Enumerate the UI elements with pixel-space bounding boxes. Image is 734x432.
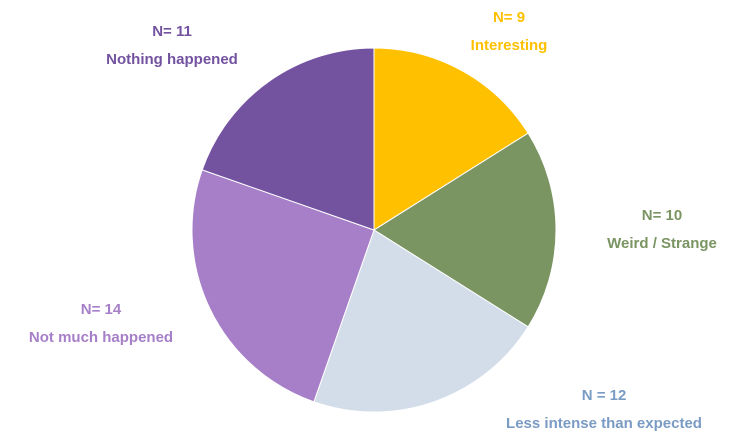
pie-slice <box>373 132 557 328</box>
pie-slice <box>191 169 375 403</box>
value-label: N= 11 <box>152 23 192 40</box>
category-label: Not much happened <box>29 329 173 346</box>
value-label: N = 12 <box>582 387 627 404</box>
category-label: Interesting <box>471 37 548 54</box>
value-label: N= 14 <box>81 301 122 318</box>
pie-slice <box>313 229 529 413</box>
category-label: Less intense than expected <box>506 415 702 432</box>
value-label: N= 9 <box>493 9 525 26</box>
category-label: Weird / Strange <box>607 235 717 252</box>
category-label: Nothing happened <box>106 51 238 68</box>
value-label: N= 10 <box>642 207 682 224</box>
pie-slice <box>373 47 529 231</box>
pie-slice <box>201 47 375 231</box>
